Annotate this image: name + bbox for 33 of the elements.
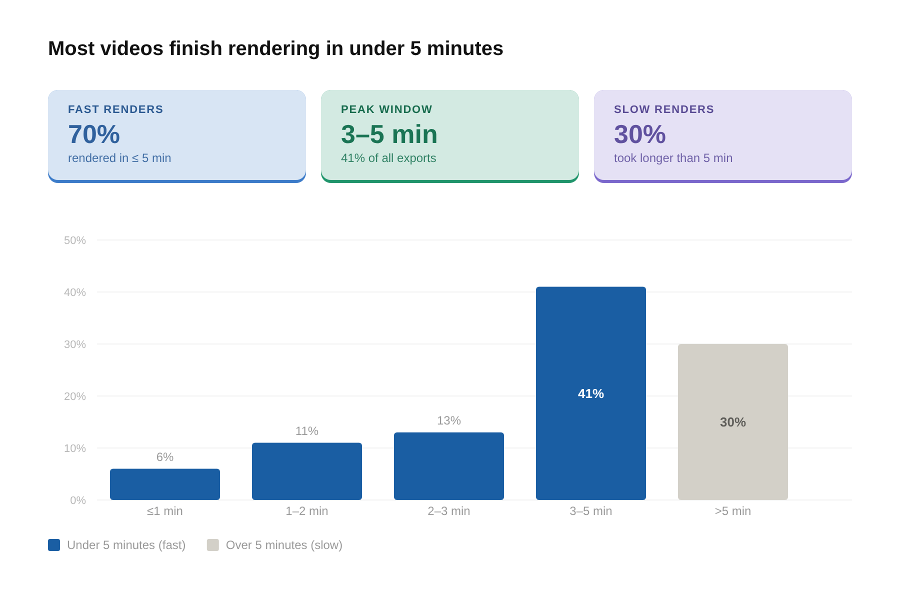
x-tick-label: 1–2 min [286, 504, 328, 518]
data-label: 30% [720, 414, 746, 430]
bar [394, 432, 504, 500]
text: 3–5 min [341, 119, 438, 149]
text: SLOW RENDERS [614, 104, 715, 116]
bar [252, 442, 362, 500]
data-label: 6% [156, 450, 174, 464]
chart-title: Most videos finish rendering in under 5 minutes [48, 38, 504, 60]
text: 30% [614, 119, 666, 149]
x-tick-label: >5 min [714, 504, 752, 518]
x-tick-label: ≤1 min [147, 504, 183, 518]
bar [536, 286, 646, 500]
legend-label: Over 5 minutes (slow) [226, 538, 343, 552]
data-label: 13% [436, 413, 462, 428]
y-tick-label: 30% [64, 338, 86, 351]
text: FAST RENDERS [68, 104, 164, 116]
x-tick-label: 2–3 min [428, 504, 470, 518]
y-tick-label: 20% [64, 390, 86, 403]
y-tick-label: 10% [64, 442, 86, 455]
data-label: 41% [578, 386, 604, 401]
bar [678, 344, 788, 500]
data-label: 11% [295, 424, 319, 438]
legend-label: Under 5 minutes (fast) [67, 538, 186, 552]
text: 70% [68, 119, 120, 149]
bar [110, 468, 220, 500]
text: PEAK WINDOW [341, 104, 433, 116]
x-tick-label: 3–5 min [570, 504, 612, 518]
text: took longer than 5 min [614, 151, 733, 165]
text: rendered in ≤ 5 min [68, 151, 172, 165]
y-tick-label: 0% [70, 494, 86, 507]
y-tick-label: 40% [64, 286, 86, 299]
text: 41% of all exports [341, 151, 436, 165]
y-tick-label: 50% [64, 234, 86, 247]
